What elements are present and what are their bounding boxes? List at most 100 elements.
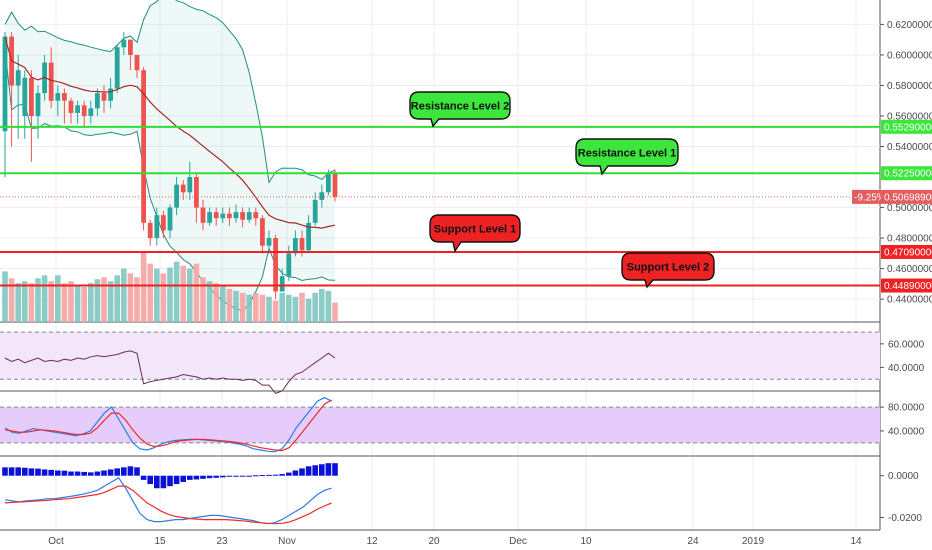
bollinger-middle-line — [4, 36, 336, 229]
volume-bar-10 — [68, 281, 74, 322]
candle-18 — [121, 32, 127, 55]
time-tick-label-4: 12 — [366, 536, 378, 547]
resistance1-callout-bubble — [575, 138, 679, 176]
candle-10 — [68, 97, 74, 124]
candle-15 — [101, 85, 107, 113]
volume-bar-8 — [55, 275, 61, 322]
candle-29 — [194, 173, 199, 223]
volume-bar-12 — [81, 287, 87, 322]
candle-body-27 — [180, 184, 186, 193]
rsi-tick-label-0: 60.0000 — [888, 339, 925, 350]
rsi-pane[interactable] — [0, 331, 880, 394]
macd-hist-bar-16 — [107, 469, 114, 476]
volume-bar-22 — [147, 263, 153, 322]
candle-5 — [35, 85, 41, 139]
candle-body-0 — [2, 36, 8, 132]
support2-callout-label: Support Level 2 — [627, 262, 710, 274]
volume-bar-42 — [279, 292, 285, 322]
candle-28 — [187, 161, 193, 200]
volume-bar-3 — [22, 281, 28, 322]
volume-bar-5 — [35, 278, 41, 322]
macd-hist-bar-12 — [81, 471, 87, 476]
macd-hist-bar-49 — [325, 463, 332, 476]
candle-body-44 — [293, 238, 298, 254]
candle-12 — [81, 100, 87, 129]
macd-hist-bar-31 — [206, 475, 213, 479]
candle-22 — [147, 219, 153, 246]
volume-bar-19 — [127, 273, 134, 322]
candle-14 — [95, 88, 100, 116]
stochastic-pane[interactable] — [0, 396, 880, 453]
candle-36 — [240, 207, 245, 228]
candle-39 — [260, 215, 265, 254]
macd-pane[interactable] — [2, 463, 338, 525]
price-pane[interactable]: Resistance Level 2 Resistance Level 1 Supp… — [0, 0, 880, 322]
volume-bar-31 — [206, 281, 213, 322]
macd-hist-bar-9 — [61, 470, 68, 476]
candle-8 — [55, 85, 61, 116]
candle-body-11 — [75, 105, 80, 113]
macd-hist-bar-35 — [233, 475, 239, 477]
volume-bar-0 — [2, 271, 8, 322]
macd-hist-bar-3 — [22, 467, 28, 476]
candle-41 — [273, 235, 278, 300]
macd-hist-bar-2 — [15, 467, 21, 476]
volume-bar-13 — [88, 283, 94, 322]
candle-body-38 — [253, 212, 259, 219]
volume-bar-49 — [325, 290, 332, 322]
volume-bar-47 — [312, 292, 318, 322]
macd-hist-bar-13 — [88, 472, 94, 476]
macd-hist-bar-1 — [8, 467, 15, 476]
candle-body-28 — [187, 177, 193, 193]
macd-hist-bar-6 — [41, 469, 48, 476]
support1-callout-bubble — [429, 214, 521, 253]
macd-hist-bar-17 — [114, 468, 120, 476]
resistance1-axis-tag-label: 0.52250000 — [884, 169, 932, 180]
volume-bar-16 — [107, 281, 114, 322]
macd-hist-bar-32 — [213, 475, 219, 478]
candle-body-10 — [68, 100, 74, 113]
candle-2 — [15, 54, 21, 139]
macd-hist-bar-44 — [292, 470, 299, 476]
macd-hist-bar-10 — [68, 471, 74, 476]
time-tick-label-7: 10 — [580, 536, 592, 547]
resistance1-callout: Resistance Level 1 — [575, 138, 679, 176]
volume-bar-41 — [272, 300, 279, 322]
resistance1-axis-tag — [881, 166, 932, 181]
support1-callout: Support Level 1 — [429, 214, 521, 253]
candle-20 — [134, 54, 140, 78]
time-tick-label-5: 20 — [428, 536, 440, 547]
candle-34 — [227, 207, 232, 226]
macd-hist-bar-42 — [279, 474, 285, 476]
resistance2-axis-tag-label: 0.55290000 — [884, 122, 932, 133]
macd-hist-bar-34 — [226, 475, 233, 477]
candle-body-4 — [29, 77, 34, 116]
stoch-d-line — [4, 399, 332, 452]
candle-body-23 — [154, 215, 160, 239]
last-price-axis-tag — [881, 189, 932, 204]
candle-25 — [167, 204, 173, 239]
time-axis[interactable]: Oct 15 23 Nov 12 20 Dec 10 24 2019 14 — [0, 529, 880, 547]
candle-body-37 — [246, 212, 252, 220]
volume-bar-43 — [286, 294, 292, 322]
macd-hist-bar-7 — [48, 469, 54, 476]
candle-body-45 — [299, 238, 305, 251]
time-tick-label-9: 2019 — [742, 536, 765, 547]
macd-hist-bar-25 — [167, 475, 173, 487]
stoch-tick-label-0: 80.0000 — [888, 403, 925, 414]
last-price-change-tag — [852, 189, 881, 204]
candle-body-22 — [147, 222, 153, 239]
candle-24 — [161, 210, 166, 239]
support2-callout: Support Level 2 — [621, 252, 715, 289]
candle-38 — [253, 207, 259, 226]
volume-bar-20 — [134, 277, 140, 322]
volume-bar-38 — [253, 292, 259, 322]
volume-bar-45 — [299, 292, 305, 322]
candle-47 — [312, 192, 318, 226]
volume-bar-4 — [28, 283, 35, 322]
